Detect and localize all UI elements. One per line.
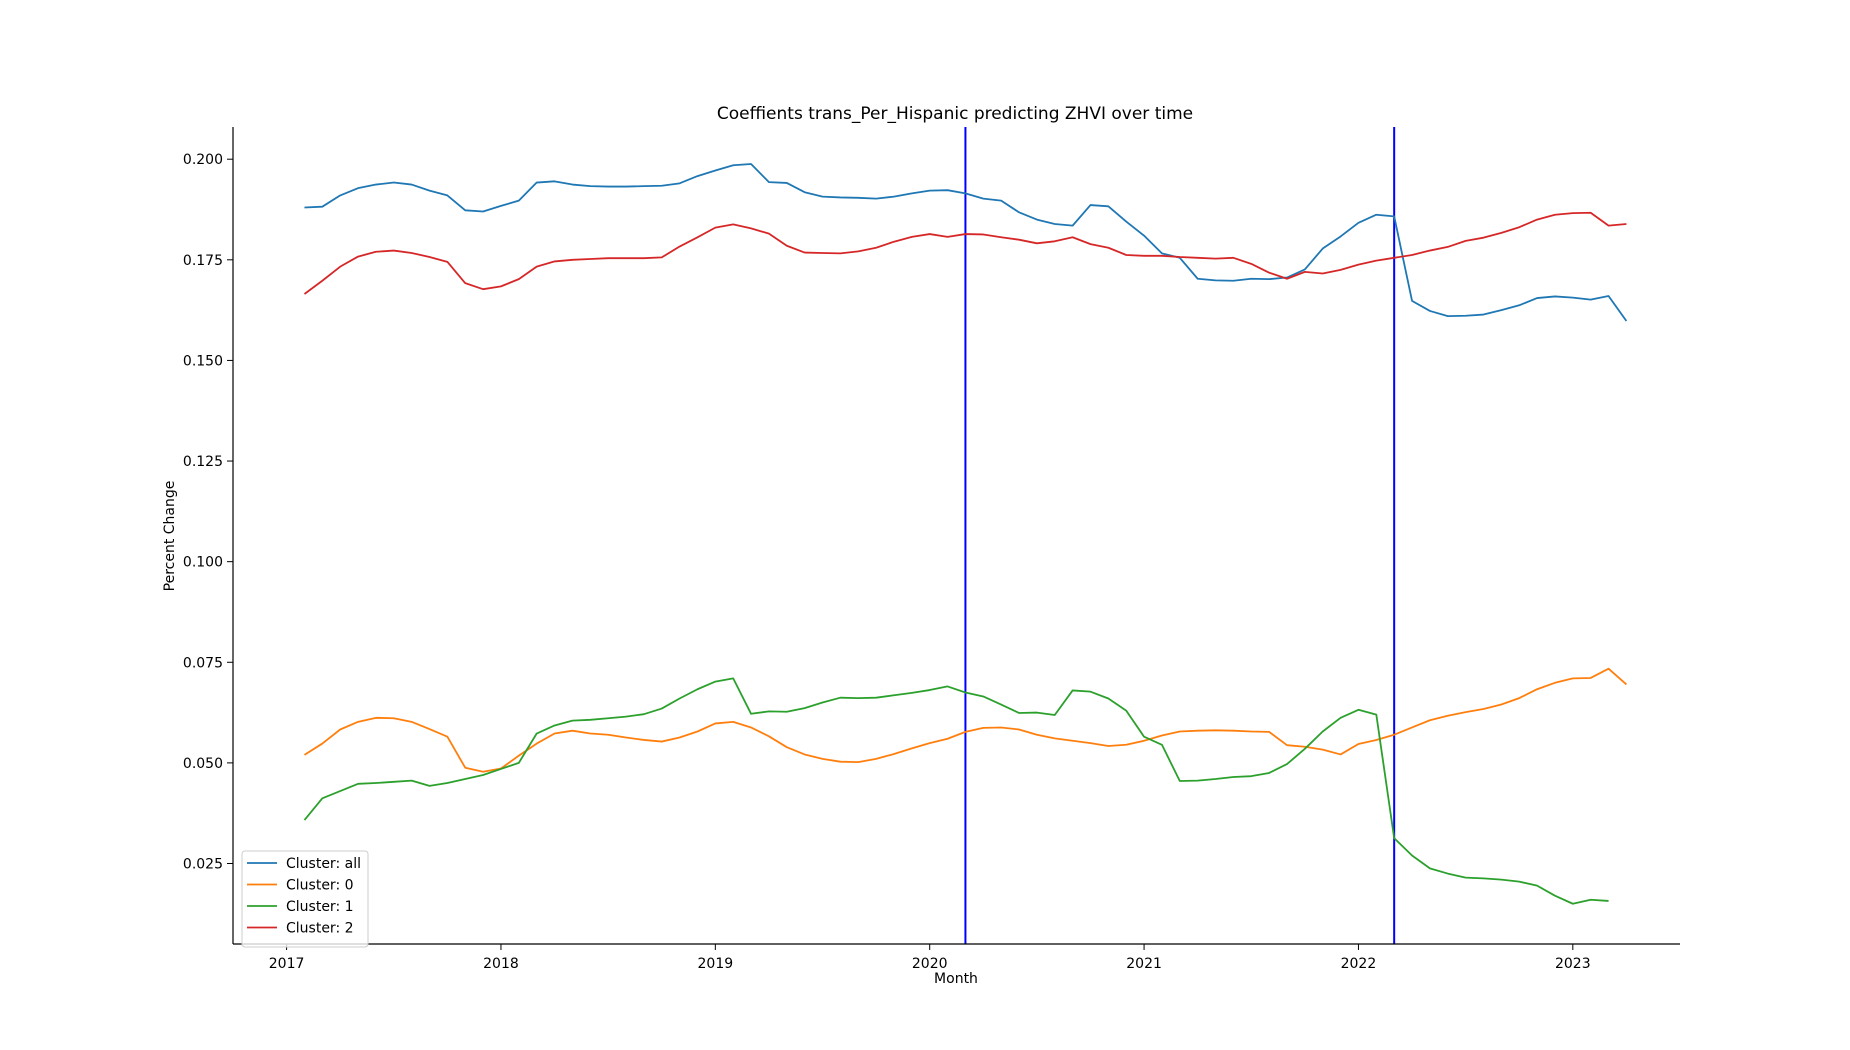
legend-box — [241, 850, 369, 948]
x-tick-label: 2018 — [483, 956, 519, 972]
y-tick-label: 0.050 — [183, 756, 223, 772]
y-tick-label: 0.100 — [183, 555, 223, 571]
y-axis-label: Percent Change — [162, 481, 178, 592]
series-line-0 — [304, 163, 1628, 322]
x-tick-label: 2019 — [698, 956, 734, 972]
y-tick-label: 0.175 — [183, 253, 223, 269]
y-tick-label: 0.150 — [183, 353, 223, 369]
legend-label: Cluster: 2 — [286, 921, 354, 937]
x-tick-label: 2022 — [1341, 956, 1377, 972]
y-tick-label: 0.200 — [183, 152, 223, 168]
x-tick-label: 2017 — [269, 956, 305, 972]
y-axis-ticks: 0.025 0.050 0.075 0.100 0.125 0.150 0.175 0.200 — [183, 152, 233, 873]
y-tick-label: 0.025 — [183, 857, 223, 873]
series-lines — [303, 163, 1628, 905]
legend-label: Cluster: 1 — [286, 899, 354, 915]
x-tick-label: 2023 — [1555, 956, 1591, 972]
y-tick-label: 0.075 — [183, 655, 223, 671]
legend-label: Cluster: all — [286, 856, 361, 872]
x-axis-ticks: 2017 2018 2019 2020 2021 2022 2023 — [269, 944, 1591, 972]
y-tick-label: 0.125 — [183, 454, 223, 470]
legend: Cluster: all Cluster: 0 Cluster: 1 Cluster:… — [241, 850, 369, 948]
chart-title: Coeffients trans_Per_Hispanic predicting… — [717, 104, 1193, 124]
x-tick-label: 2020 — [912, 956, 948, 972]
legend-label: Cluster: 0 — [286, 878, 354, 894]
series-line-2 — [303, 677, 1609, 905]
vertical-reference-lines — [964, 127, 1396, 944]
x-tick-label: 2021 — [1126, 956, 1162, 972]
series-line-3 — [303, 211, 1627, 295]
x-axis-label: Month — [934, 971, 978, 987]
plot-area — [232, 127, 1680, 945]
